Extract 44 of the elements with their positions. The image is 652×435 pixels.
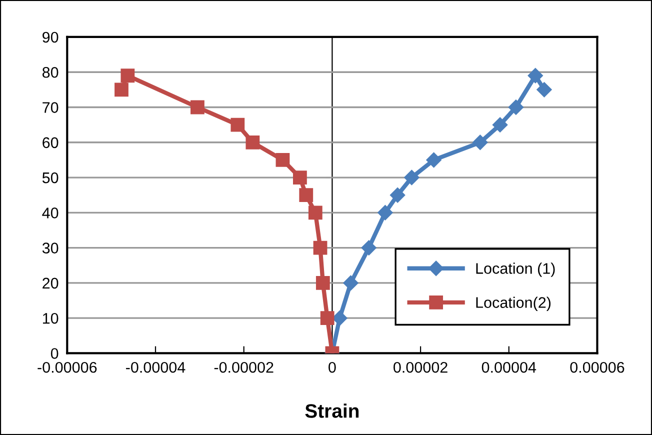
x-tick-label: 0.00002 [394,362,448,373]
y-tick-label: 30 [42,242,58,254]
x-tick-label: 0 [328,362,336,373]
y-tick-label: 20 [42,278,58,289]
point [230,118,245,132]
point [114,82,128,97]
point [508,100,524,115]
point [472,134,488,150]
point [320,311,334,326]
x-tick-label: -0.00006 [38,362,97,373]
point [536,82,552,98]
point [492,117,508,132]
x-tick-label: 0.00006 [570,362,624,373]
point [332,310,348,326]
y-tick-label: 70 [42,102,58,113]
point [120,68,135,83]
legend-label: Location(2) [476,296,551,311]
point [293,170,307,184]
y-tick-label: 60 [42,137,58,148]
point [343,275,358,291]
point [361,240,376,256]
point [246,135,260,150]
y-tick-label: 0 [50,348,58,359]
x-tick-label: -0.00002 [214,362,274,373]
point [190,100,204,114]
y-tick-label: 50 [42,172,58,184]
point [378,205,393,220]
x-tick-label: 0.00004 [482,362,536,373]
x-tick-label: -0.00004 [126,362,186,373]
legend-label: Location (1) [476,262,555,277]
point [426,152,442,168]
y-tick-label: 80 [42,66,58,78]
point [390,188,406,203]
y-tick-label: 10 [42,312,58,324]
point [276,153,290,167]
x-axis-title: Strain [305,404,359,418]
point [316,276,330,290]
point [313,240,328,255]
point [404,170,420,186]
point [528,68,543,84]
y-tick-label: 40 [42,208,58,218]
y-tick-label: 90 [42,32,58,43]
point [308,206,322,220]
point [299,188,314,202]
